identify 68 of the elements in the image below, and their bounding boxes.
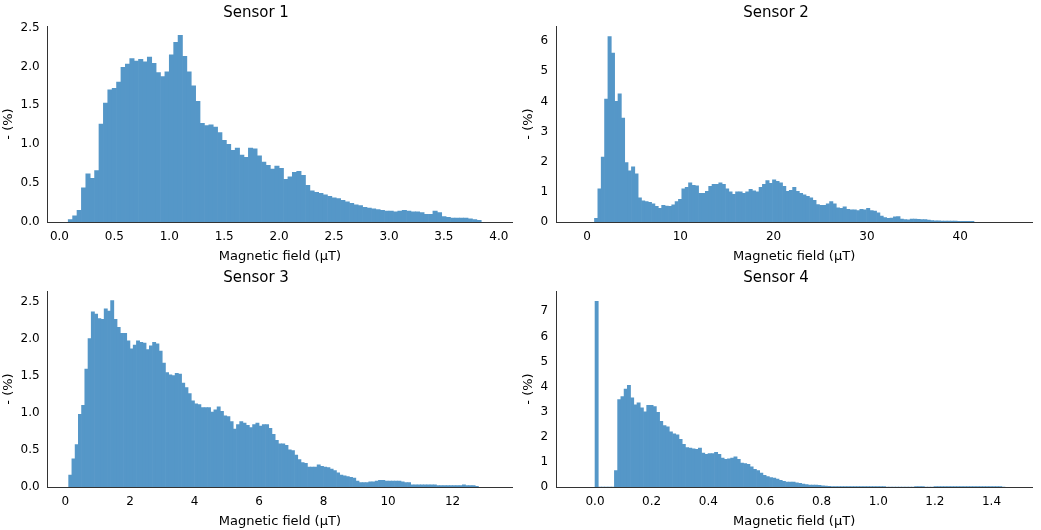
y-tick-label: 2.5 [20, 293, 40, 308]
chart-title: Sensor 2 [743, 2, 809, 21]
x-axis-title: Magnetic field (μT) [218, 512, 341, 528]
x-axis-title: Magnetic field (μT) [733, 247, 856, 263]
chart-title: Sensor 1 [223, 2, 289, 21]
y-tick-label: 2.0 [20, 58, 40, 73]
x-tick-label: 0.8 [812, 494, 832, 509]
y-tick-label: 1.0 [20, 136, 40, 151]
x-tick-label: 1.2 [925, 494, 945, 509]
x-tick-label: 8 [319, 494, 328, 509]
x-tick-label: 30 [859, 229, 875, 244]
y-tick-label: 1 [540, 454, 549, 469]
x-tick-label: 1.5 [214, 229, 234, 244]
x-tick-label: 0.0 [585, 494, 605, 509]
y-tick-label: 2.0 [20, 330, 40, 345]
y-axis-title: - (%) [520, 373, 536, 405]
x-tick-label: 0.5 [104, 229, 124, 244]
x-tick-label: 2.5 [324, 229, 344, 244]
y-tick-label: 5 [540, 353, 549, 368]
y-tick-label: 4 [540, 93, 549, 108]
y-tick-label: 2 [540, 428, 549, 443]
x-tick-label: 0.0 [49, 229, 69, 244]
y-tick-label: 4 [540, 378, 549, 393]
y-tick-label: 0.0 [20, 479, 40, 494]
y-tick-label: 1.5 [20, 367, 40, 382]
x-tick-label: 10 [380, 494, 396, 509]
x-tick-label: 10 [672, 229, 688, 244]
x-tick-label: 0.4 [698, 494, 718, 509]
x-tick-label: 1.4 [981, 494, 1002, 509]
x-tick-label: 6 [255, 494, 263, 509]
y-tick-label: 1.5 [20, 97, 40, 112]
y-tick-label: 0 [540, 479, 549, 494]
chart-title: Sensor 4 [743, 267, 809, 286]
x-tick-label: 3.0 [379, 229, 399, 244]
y-tick-label: 6 [540, 328, 549, 343]
x-tick-label: 1.0 [159, 229, 179, 244]
x-tick-label: 40 [952, 229, 968, 244]
x-tick-label: 3.5 [434, 229, 454, 244]
x-tick-label: 12 [444, 494, 461, 509]
y-tick-label: 1.0 [20, 404, 40, 419]
x-tick-label: 1.0 [868, 494, 888, 509]
y-tick-label: 7 [540, 303, 549, 318]
x-tick-label: 0 [61, 494, 70, 509]
x-tick-label: 0 [583, 229, 591, 244]
y-tick-label: 6 [540, 33, 549, 48]
x-tick-label: 4 [190, 494, 199, 509]
chart-title: Sensor 3 [223, 267, 289, 286]
y-tick-label: 3 [540, 123, 549, 138]
x-axis-title: Magnetic field (μT) [733, 512, 856, 528]
y-axis-title: - (%) [0, 108, 16, 140]
y-tick-label: 3 [540, 403, 549, 418]
x-tick-label: 0.2 [642, 494, 662, 509]
x-tick-label: 0.6 [755, 494, 775, 509]
x-tick-label: 2 [126, 494, 134, 509]
y-axis-title: - (%) [0, 373, 16, 405]
x-axis-title: Magnetic field (μT) [218, 247, 341, 263]
y-tick-label: 0.5 [20, 442, 40, 456]
y-tick-label: 0.0 [20, 214, 40, 229]
x-tick-label: 4.0 [489, 229, 509, 244]
y-tick-label: 2 [540, 153, 549, 168]
y-tick-label: 5 [540, 63, 549, 78]
y-tick-label: 1 [540, 183, 549, 198]
y-axis-title: - (%) [520, 108, 536, 140]
x-tick-label: 20 [765, 229, 782, 244]
y-tick-label: 2.5 [20, 19, 40, 34]
y-tick-label: 0 [540, 214, 549, 229]
x-tick-label: 2.0 [269, 229, 289, 244]
y-tick-label: 0.5 [20, 175, 40, 190]
